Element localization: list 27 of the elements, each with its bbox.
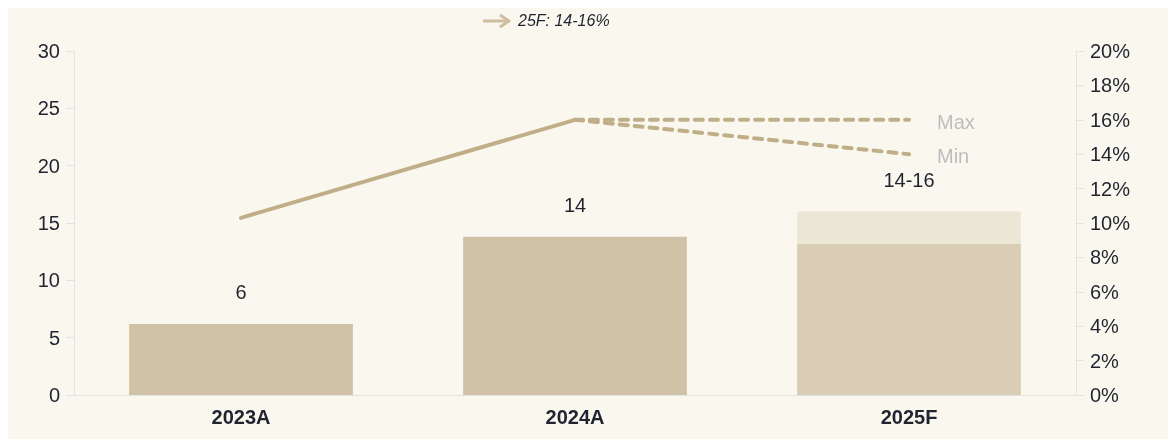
text: 25F: 14-16% <box>518 12 610 30</box>
y2-tick-label: 2% <box>1090 349 1120 372</box>
y2-tick-label: 14% <box>1090 143 1131 166</box>
y2-tick-label: 8% <box>1090 246 1120 269</box>
y2-tick-label: 4% <box>1090 315 1120 338</box>
x-tick-label: 2024A <box>545 406 605 428</box>
series-label: Min <box>937 145 970 168</box>
total-label: 6 <box>235 280 247 303</box>
y-tick-label: 5 <box>48 326 60 349</box>
y-tick-label: 0 <box>48 384 60 406</box>
y2-tick-label: 0% <box>1090 384 1120 406</box>
series-label: Max <box>937 110 975 133</box>
total-label: 14-16 <box>883 168 935 191</box>
total-label: 14 <box>563 193 587 216</box>
y-tick-label: 10 <box>37 269 60 292</box>
y2-tick-label: 16% <box>1090 108 1131 131</box>
y2-tick-label: 12% <box>1090 177 1131 200</box>
x-tick-label: 2025F <box>880 406 938 428</box>
y2-tick-label: 6% <box>1090 280 1120 303</box>
x-tick-label: 2023A <box>211 406 271 428</box>
y-tick-label: 20 <box>37 154 60 177</box>
y-tick-label: 25 <box>37 97 60 120</box>
y2-tick-label: 20% <box>1090 40 1131 62</box>
y-tick-label: 15 <box>37 212 60 234</box>
y-tick-label: 30 <box>37 40 60 62</box>
y2-tick-label: 10% <box>1090 212 1131 234</box>
y2-tick-label: 18% <box>1090 74 1131 97</box>
